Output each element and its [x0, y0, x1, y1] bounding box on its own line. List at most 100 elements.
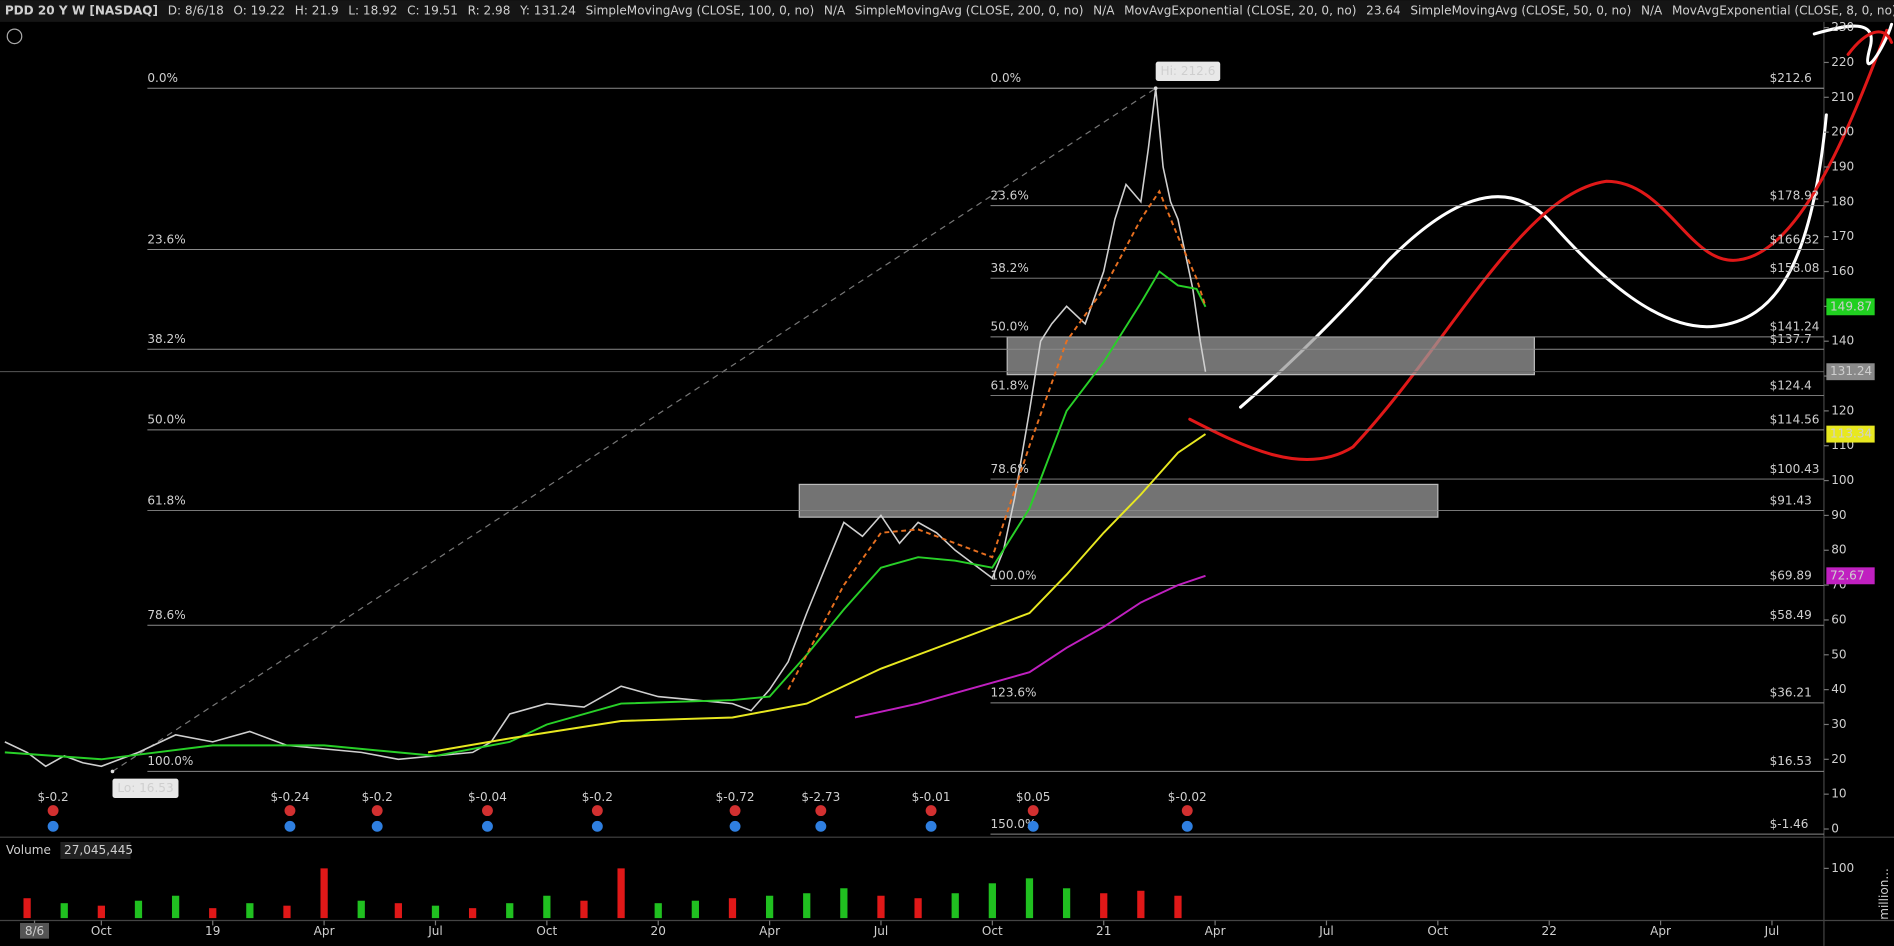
x-tick-label: 22	[1542, 924, 1557, 938]
fib-ratio-label: 78.6%	[990, 462, 1028, 476]
y-tick-label: 140	[1831, 334, 1854, 348]
x-tick-label: Jul	[1318, 924, 1334, 938]
y-tick-label: 30	[1831, 717, 1846, 731]
fib-price-label: $69.89	[1770, 568, 1812, 582]
header-text: SimpleMovingAvg (CLOSE, 50, 0, no)	[1410, 3, 1631, 17]
volume-bar	[803, 893, 811, 919]
fib-ratio-label: 150.0%	[990, 817, 1036, 831]
volume-value-box	[60, 842, 131, 859]
volume-bar	[654, 903, 662, 919]
moving-average	[787, 189, 1207, 691]
header-text: D: 8/6/18	[168, 3, 224, 17]
y-tick-label: 200	[1831, 125, 1854, 139]
y-tick-label: 220	[1831, 55, 1854, 69]
dividend-icon	[284, 820, 296, 832]
volume-bar	[320, 868, 328, 919]
dividend-icon	[729, 820, 741, 832]
event-label: $-0.2	[582, 790, 613, 804]
volume-bar	[765, 895, 774, 919]
fib-ratio-label: 100.0%	[990, 568, 1036, 582]
fib-ratio-label: 100.0%	[147, 754, 193, 768]
x-tick-label: Oct	[982, 924, 1003, 938]
fib-ratio-label: 123.6%	[990, 686, 1036, 700]
volume-bar	[357, 900, 365, 919]
fib-ratio-label: 23.6%	[990, 188, 1028, 202]
volume-bar	[951, 893, 959, 919]
white-scribble	[1812, 22, 1894, 66]
price-badge	[1826, 363, 1875, 381]
earnings-icon	[1181, 805, 1193, 817]
header-text: MovAvgExponential (CLOSE, 20, 0, no)	[1124, 3, 1356, 17]
earnings-icon	[284, 805, 296, 817]
x-tick-label: Jul	[427, 924, 443, 938]
annotation-text: Hi: 212.6	[1161, 64, 1216, 78]
price-badge-label: 131.24	[1830, 364, 1872, 378]
dividend-icon	[371, 820, 383, 832]
hand-drawings	[1188, 22, 1894, 462]
volume-bar	[1025, 878, 1034, 919]
volume-value: 27,045,445	[64, 843, 133, 857]
volume-bar	[840, 888, 848, 919]
volume-bar	[171, 895, 180, 919]
volume-bar	[914, 898, 922, 919]
y-tick-label: 10	[1831, 787, 1846, 801]
price-badge	[1826, 567, 1875, 585]
annotation-box	[1155, 61, 1221, 81]
dividend-icon	[47, 820, 59, 832]
moving-average	[4, 270, 1207, 761]
fib-price-label: $36.21	[1770, 686, 1812, 700]
y-tick-label: 100	[1831, 473, 1854, 487]
price-badge-label: 149.87	[1830, 299, 1872, 313]
fib-ratio-label: 61.8%	[990, 378, 1028, 392]
x-tick-label: Apr	[1650, 924, 1671, 938]
price-badge-label: 113.34	[1830, 427, 1872, 441]
earnings-icon	[47, 805, 59, 817]
price-line	[4, 88, 1207, 768]
header-text: SimpleMovingAvg (CLOSE, 200, 0, no)	[855, 3, 1084, 17]
header-text: SimpleMovingAvg (CLOSE, 100, 0, no)	[586, 3, 815, 17]
volume-bar	[1137, 890, 1145, 919]
white-projection	[1239, 113, 1828, 409]
event-label: $0.05	[1016, 790, 1051, 804]
dividend-icon	[1181, 820, 1193, 832]
volume-bar	[1100, 893, 1108, 919]
moving-average	[427, 433, 1207, 754]
price-zone	[798, 483, 1439, 518]
volume-bar	[394, 903, 402, 919]
alert-icon[interactable]	[6, 28, 23, 45]
volume-bar	[23, 898, 31, 919]
fib-ratio-label: 50.0%	[147, 413, 185, 427]
y-tick-label: 210	[1831, 90, 1854, 104]
dividend-icon	[482, 820, 493, 832]
price-badge-label: 72.67	[1830, 568, 1865, 582]
x-cursor-box	[20, 922, 50, 939]
y-tick-label: 160	[1831, 264, 1854, 278]
volume-bar	[468, 908, 477, 919]
event-label: $-0.04	[468, 790, 507, 804]
header-text: Y: 131.24	[519, 3, 576, 17]
trend-line	[112, 87, 1157, 772]
x-tick-label: 19	[205, 924, 220, 938]
event-label: $-2.73	[801, 790, 840, 804]
event-label: $-0.2	[362, 790, 393, 804]
fib-ratio-label: 61.8%	[147, 493, 185, 507]
x-tick-label: Oct	[1427, 924, 1448, 938]
header-text: N/A	[1093, 3, 1115, 17]
volume-tick-label: 100	[1831, 861, 1854, 875]
fib-ratio-label: 0.0%	[990, 71, 1021, 85]
volume-bar	[506, 903, 514, 919]
y-tick-label: 60	[1831, 612, 1846, 626]
x-tick-label: Apr	[1205, 924, 1226, 938]
x-tick-label: Jul	[1764, 924, 1780, 938]
fib-price-label: $166.32	[1770, 232, 1820, 246]
header-text: PDD 20 Y W [NASDAQ]	[5, 3, 158, 17]
volume-bar	[988, 883, 996, 919]
event-label: $-0.01	[912, 790, 951, 804]
fib-price-label: $124.4	[1770, 378, 1812, 392]
volume-bar	[728, 898, 737, 919]
volume-bar	[1062, 888, 1071, 919]
annotation-box	[112, 778, 179, 798]
header-text: N/A	[824, 3, 846, 17]
fib-price-label: $141.24	[1770, 320, 1820, 334]
